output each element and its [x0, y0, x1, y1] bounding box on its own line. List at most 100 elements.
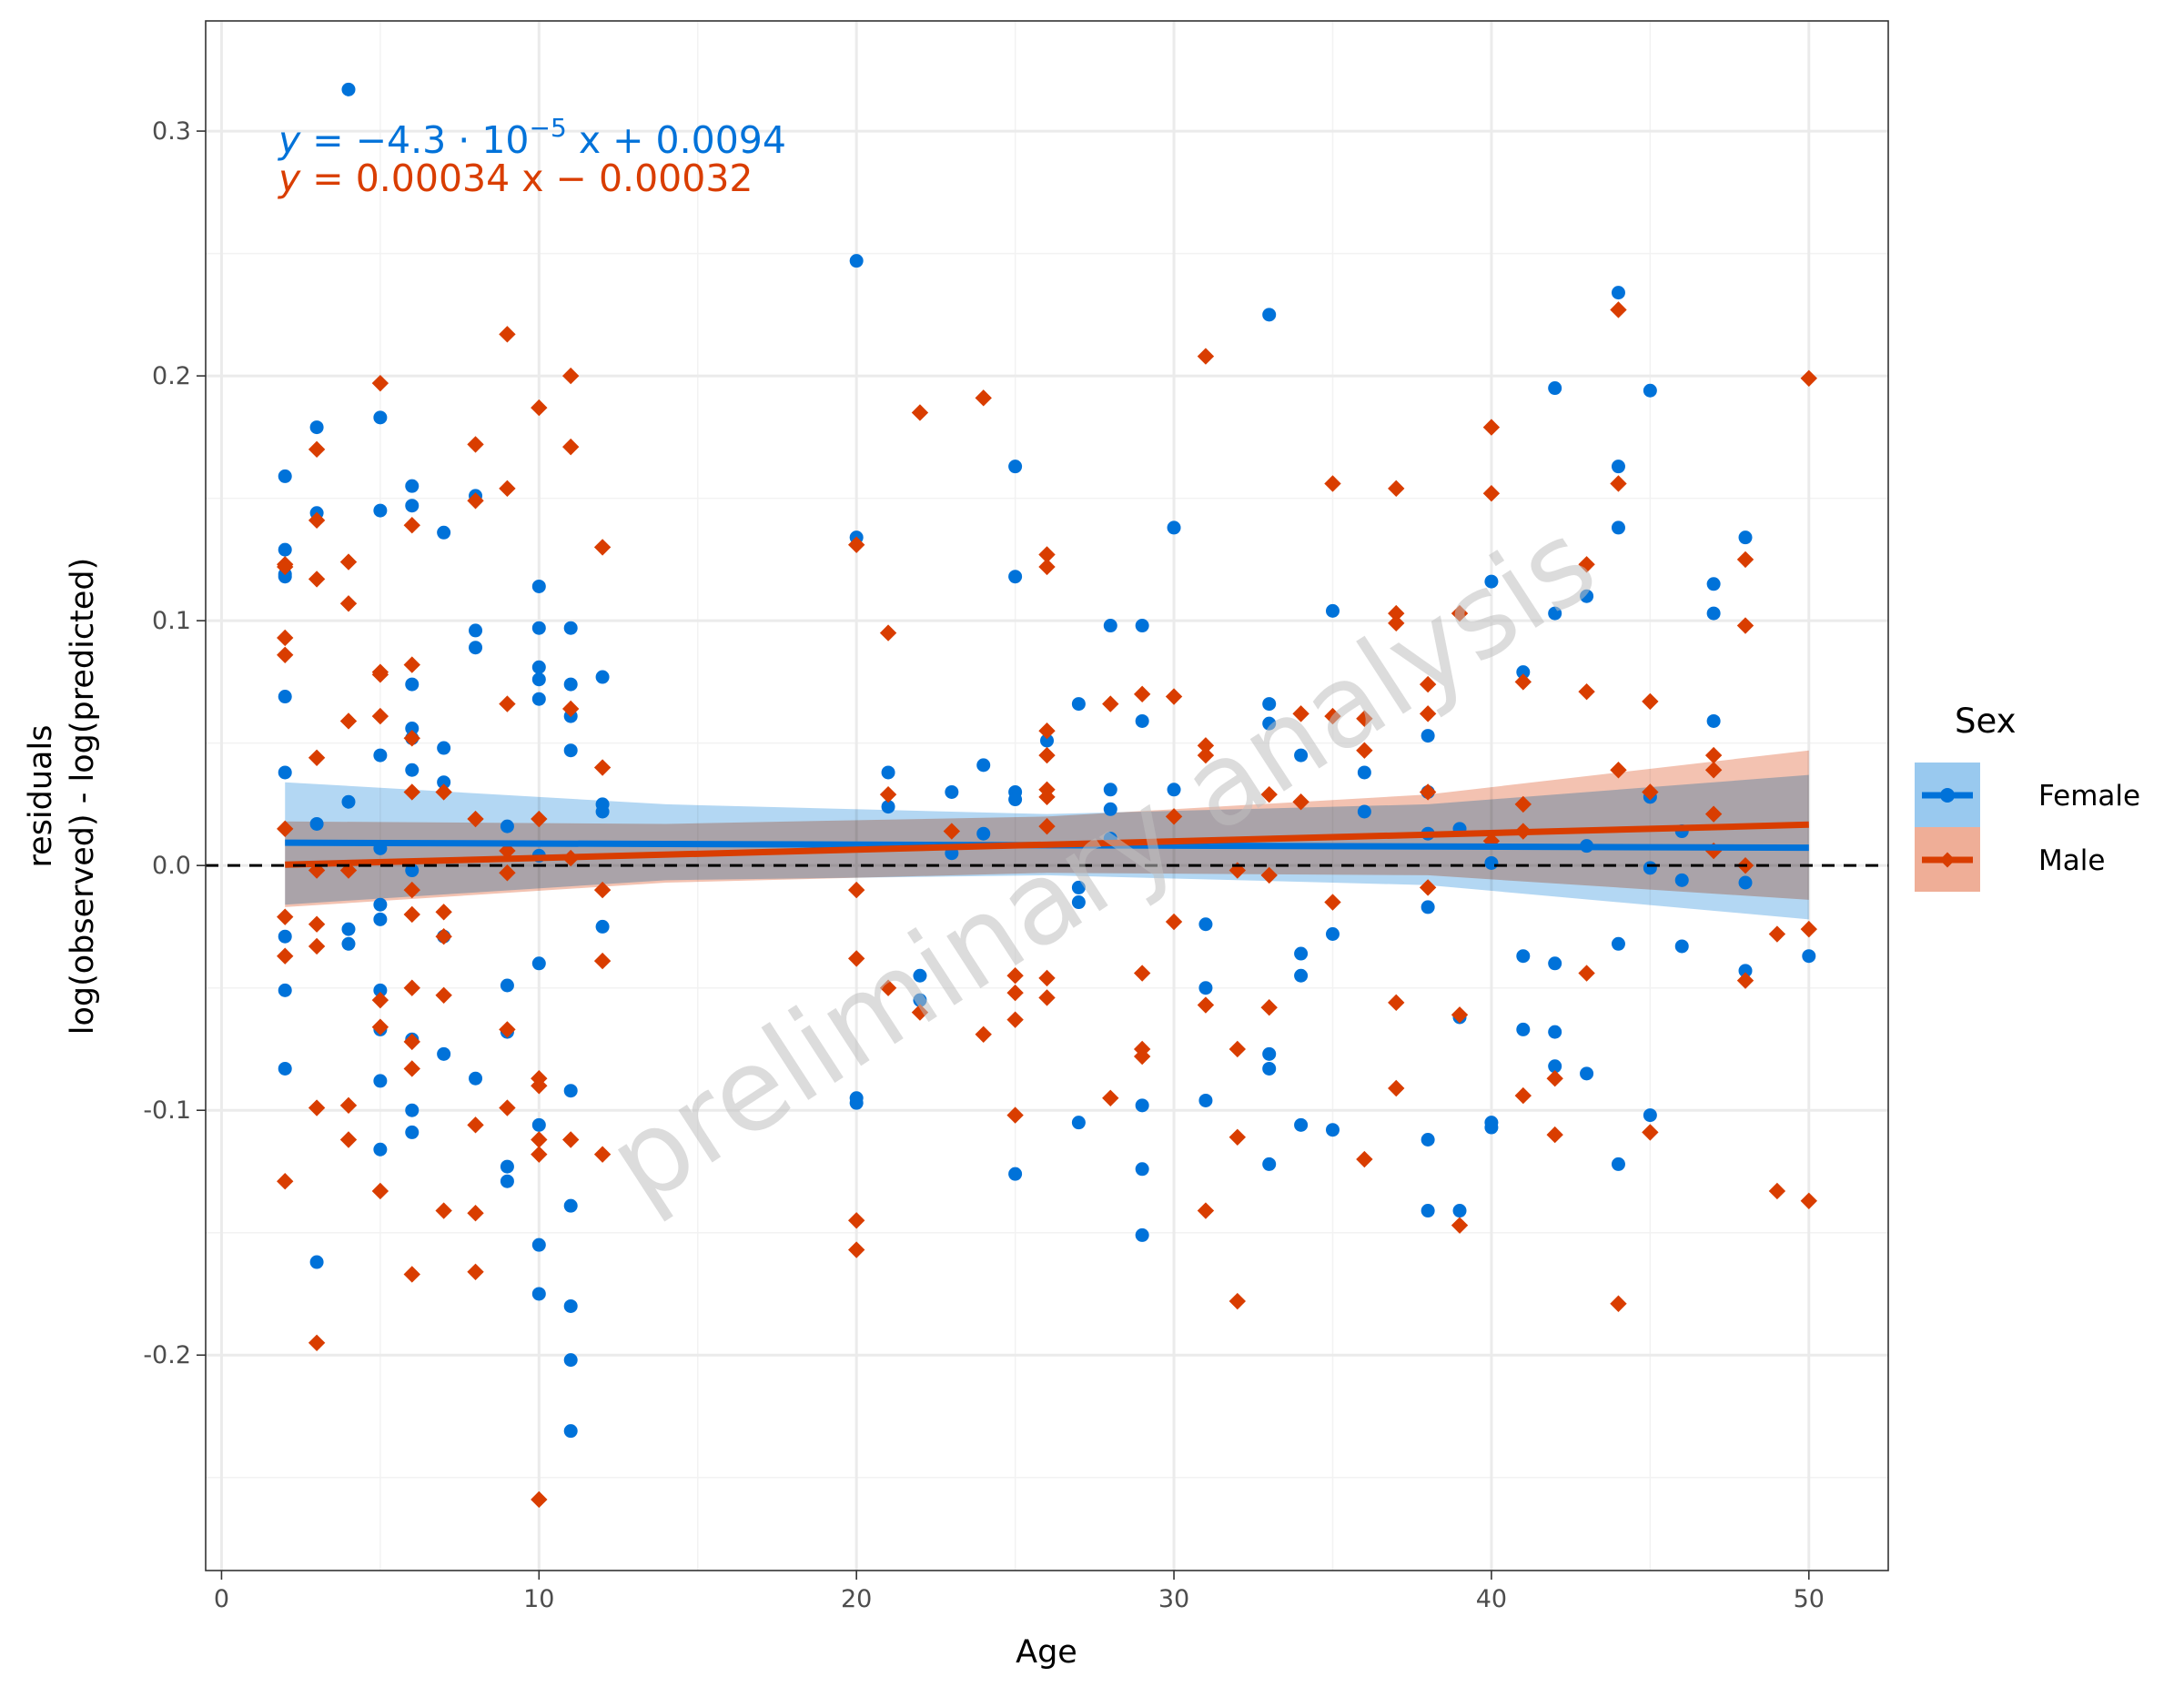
- point-female: [405, 499, 420, 513]
- point-male: [1197, 348, 1215, 365]
- point-female: [563, 1198, 578, 1213]
- point-female: [531, 621, 546, 635]
- point-female: [1611, 286, 1625, 300]
- point-female: [1198, 917, 1213, 932]
- point-male: [1038, 817, 1056, 835]
- point-male: [403, 656, 420, 673]
- point-female: [1294, 968, 1309, 983]
- point-male: [1228, 1040, 1247, 1058]
- point-female: [1103, 783, 1117, 797]
- point-male: [277, 646, 294, 663]
- point-female: [563, 677, 578, 692]
- point-female: [1484, 1120, 1499, 1135]
- point-male: [593, 539, 612, 556]
- point-male: [1610, 475, 1627, 492]
- point-male: [1292, 793, 1309, 811]
- point-female: [373, 410, 388, 425]
- point-female: [563, 1353, 578, 1368]
- point-male: [531, 1490, 548, 1509]
- point-male: [975, 389, 992, 407]
- point-male: [1419, 675, 1437, 693]
- point-male: [308, 1334, 326, 1351]
- point-male: [277, 629, 294, 647]
- eq-male-tail: x − 0.00032: [521, 157, 753, 200]
- point-male: [1038, 989, 1056, 1006]
- point-male: [339, 1131, 358, 1148]
- point-male: [277, 908, 294, 925]
- point-male: [435, 928, 452, 945]
- point-male: [403, 881, 420, 899]
- point-male: [308, 937, 326, 955]
- point-female: [1706, 606, 1721, 621]
- point-male: [1102, 1089, 1119, 1106]
- point-male: [1038, 722, 1056, 740]
- point-female: [976, 826, 991, 841]
- point-female: [531, 1287, 546, 1301]
- point-male: [1324, 707, 1341, 725]
- point-male: [1578, 682, 1595, 701]
- point-male: [1642, 692, 1659, 711]
- point-female: [1421, 729, 1435, 743]
- point-male: [1006, 1011, 1024, 1028]
- point-male: [1356, 710, 1373, 727]
- point-female: [1198, 981, 1213, 995]
- point-female: [341, 82, 356, 96]
- point-female: [1325, 927, 1340, 942]
- point-male: [403, 783, 420, 801]
- point-male: [371, 1182, 389, 1200]
- eq-female-main: −4.3 · 10: [356, 118, 530, 162]
- point-male: [1736, 551, 1754, 569]
- point-female: [595, 670, 610, 684]
- fit-line-male: [285, 821, 1809, 868]
- point-female: [405, 864, 420, 878]
- point-female: [373, 983, 388, 997]
- point-male: [1356, 1150, 1373, 1168]
- point-male: [1102, 695, 1119, 712]
- point-male: [1324, 475, 1341, 492]
- point-female: [976, 758, 991, 773]
- point-female: [945, 784, 959, 799]
- point-male: [403, 1060, 420, 1077]
- point-female: [1103, 619, 1117, 633]
- point-female: [595, 804, 610, 819]
- point-female: [1135, 713, 1149, 728]
- eq-female-tail: x + 0.0094: [567, 118, 786, 162]
- point-female: [341, 794, 356, 809]
- point-female: [1643, 1108, 1657, 1123]
- point-female: [913, 968, 927, 983]
- point-male: [1165, 913, 1183, 931]
- point-male: [593, 759, 612, 776]
- point-male: [1578, 965, 1595, 982]
- point-female: [563, 621, 578, 635]
- legend: Sex Female Male: [1915, 702, 2140, 892]
- point-male: [499, 864, 516, 882]
- point-male: [879, 979, 897, 996]
- point-male: [1704, 762, 1723, 779]
- point-female: [1008, 570, 1023, 584]
- point-female: [1294, 748, 1309, 763]
- point-male: [277, 1173, 294, 1190]
- point-female: [500, 1159, 514, 1174]
- point-male: [467, 436, 484, 453]
- point-male: [467, 810, 484, 828]
- point-female: [1421, 900, 1435, 914]
- point-female: [1611, 460, 1625, 474]
- point-male: [847, 1212, 865, 1229]
- point-male: [1197, 746, 1215, 764]
- point-male: [308, 1099, 326, 1116]
- point-female: [1484, 574, 1499, 589]
- point-male: [467, 1116, 484, 1134]
- point-male: [531, 1077, 548, 1095]
- point-female: [373, 897, 388, 912]
- point-female: [1674, 873, 1689, 887]
- point-male: [1292, 705, 1309, 722]
- plot-panel-border: [205, 20, 1889, 1571]
- point-female: [1325, 1123, 1340, 1137]
- point-male: [593, 952, 612, 970]
- point-female: [1548, 956, 1562, 971]
- point-female: [1262, 1046, 1277, 1061]
- point-female: [1103, 802, 1117, 816]
- point-male: [339, 1096, 358, 1115]
- point-male: [1419, 783, 1437, 801]
